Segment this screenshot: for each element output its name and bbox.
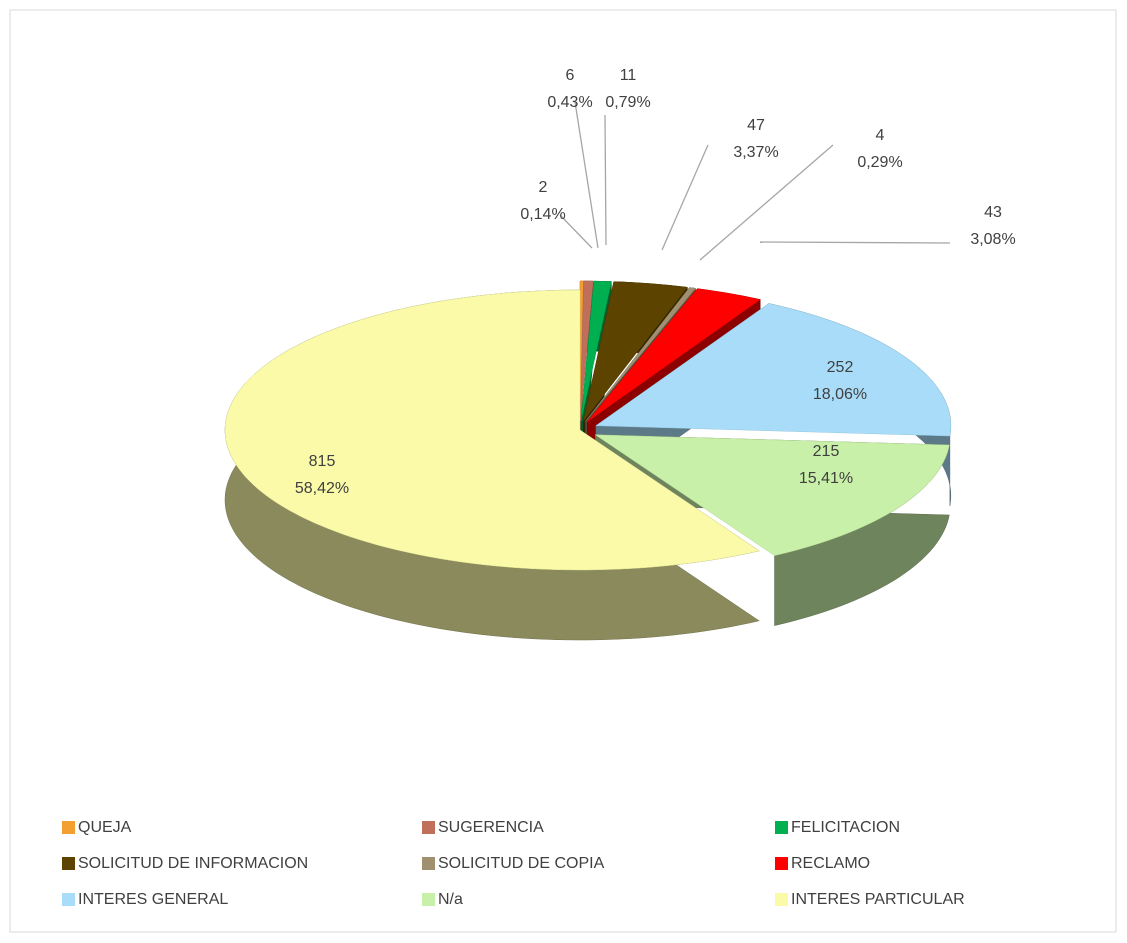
data-label-percent: 0,79% [605,94,650,111]
data-label-value: 6 [566,67,575,84]
data-label-percent: 18,06% [813,386,867,403]
leader-line [661,144,709,251]
slice [587,288,761,422]
legend-swatch [62,857,75,870]
data-label-percent: 58,42% [295,480,349,497]
legend-swatch [62,821,75,834]
slice [580,280,612,422]
data-label-value: 4 [876,127,885,144]
leader-line [574,101,599,249]
legend-label: SOLICITUD DE COPIA [438,855,605,872]
data-label-value: 47 [747,117,765,134]
legend-label: N/a [438,891,463,908]
legend-swatch [775,821,788,834]
legend-swatch [62,893,75,906]
data-label-value: 815 [309,453,336,470]
leader-line [759,241,951,244]
data-label-value: 43 [984,204,1002,221]
slice-tops [224,280,952,571]
slice [580,280,594,422]
data-label-value: 11 [620,67,637,84]
data-label-percent: 15,41% [799,470,853,487]
legend-label: INTERES PARTICULAR [791,891,965,908]
legend-label: FELICITACION [791,819,900,836]
slice [594,434,950,556]
legend-swatch [422,821,435,834]
leader-line [559,214,593,249]
legend-swatch [775,893,788,906]
legend-swatch [422,893,435,906]
slice [224,289,760,571]
data-label-value: 252 [827,359,854,376]
data-label-percent: 3,08% [970,231,1015,248]
leader-line [699,144,834,261]
legend-label: SOLICITUD DE INFORMACION [78,855,308,872]
legend-swatch [775,857,788,870]
legend-label: RECLAMO [791,855,870,872]
data-label-percent: 3,37% [733,144,778,161]
legend-label: INTERES GENERAL [78,891,228,908]
data-label-value: 2 [539,179,548,196]
slice [583,281,688,422]
legend-swatch [422,857,435,870]
leader-line [604,114,607,246]
legend-label: QUEJA [78,819,132,836]
slice [585,287,696,422]
data-label-value: 215 [813,443,840,460]
data-label-percent: 0,14% [520,206,565,223]
data-label-percent: 0,43% [547,94,592,111]
slice [595,303,952,437]
data-label-percent: 0,29% [857,154,902,171]
legend-label: SUGERENCIA [438,819,544,836]
